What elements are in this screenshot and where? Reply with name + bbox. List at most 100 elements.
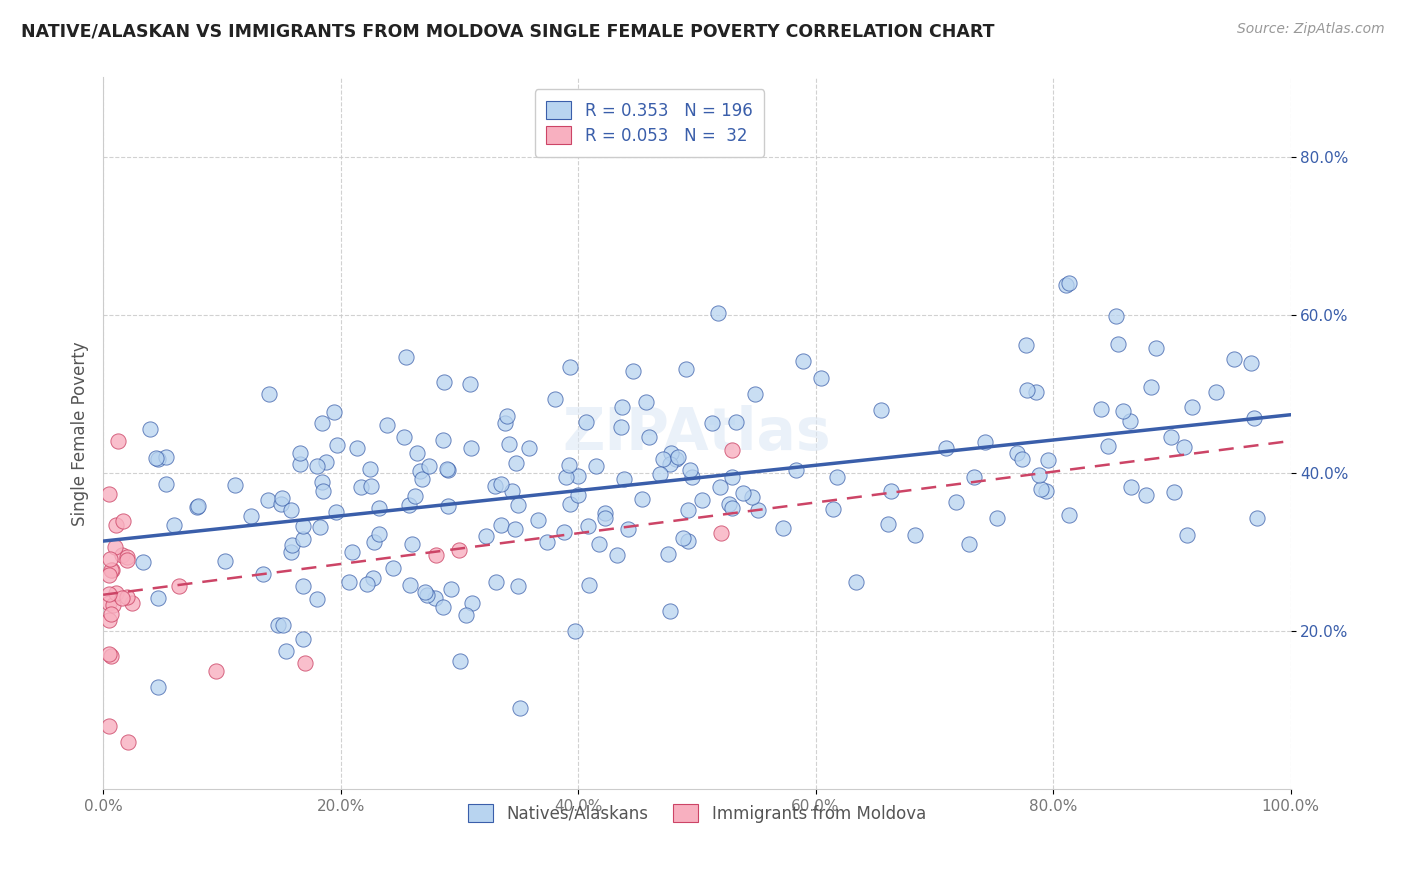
Point — [418, 458, 440, 473]
Point — [449, 654, 471, 668]
Point — [309, 520, 332, 534]
Point — [392, 430, 415, 444]
Point — [498, 437, 520, 451]
Point — [1090, 402, 1112, 417]
Point — [675, 361, 697, 376]
Point — [239, 509, 262, 524]
Point — [1025, 385, 1047, 400]
Point — [501, 484, 523, 499]
Point — [825, 470, 848, 484]
Point — [1135, 488, 1157, 502]
Point — [98, 486, 121, 500]
Point — [709, 480, 731, 494]
Text: NATIVE/ALASKAN VS IMMIGRANTS FROM MOLDOVA SINGLE FEMALE POVERTY CORRELATION CHAR: NATIVE/ALASKAN VS IMMIGRANTS FROM MOLDOV… — [21, 22, 994, 40]
Point — [1054, 278, 1077, 293]
Point — [115, 553, 138, 567]
Point — [187, 499, 209, 513]
Point — [702, 417, 724, 431]
Point — [98, 552, 121, 566]
Point — [690, 492, 713, 507]
Point — [98, 596, 121, 610]
Point — [271, 618, 294, 632]
Point — [678, 503, 700, 517]
Point — [117, 735, 139, 749]
Point — [425, 591, 447, 606]
Point — [876, 516, 898, 531]
Point — [395, 350, 418, 364]
Point — [1243, 410, 1265, 425]
Point — [1097, 439, 1119, 453]
Point — [509, 701, 531, 715]
Point — [1240, 356, 1263, 370]
Point — [291, 632, 314, 646]
Point — [436, 461, 458, 475]
Point — [98, 568, 121, 582]
Point — [139, 421, 162, 435]
Point — [132, 555, 155, 569]
Point — [845, 574, 868, 589]
Point — [115, 549, 138, 564]
Point — [536, 534, 558, 549]
Point — [356, 577, 378, 591]
Point — [1105, 309, 1128, 323]
Point — [145, 450, 167, 465]
Point — [257, 492, 280, 507]
Point — [146, 591, 169, 606]
Point — [214, 554, 236, 568]
Point — [610, 401, 633, 415]
Point — [460, 596, 482, 610]
Point — [945, 494, 967, 508]
Point — [1038, 453, 1060, 467]
Point — [259, 387, 281, 401]
Point — [721, 470, 744, 484]
Point — [1173, 440, 1195, 454]
Point — [100, 563, 122, 577]
Point — [163, 518, 186, 533]
Point — [100, 649, 122, 664]
Point — [205, 664, 228, 678]
Point — [517, 441, 540, 455]
Point — [880, 484, 903, 499]
Point — [100, 607, 122, 622]
Point — [103, 598, 125, 612]
Point — [567, 468, 589, 483]
Point — [1029, 482, 1052, 496]
Point — [986, 511, 1008, 525]
Point — [489, 477, 512, 491]
Point — [111, 549, 134, 563]
Point — [288, 446, 311, 460]
Point — [270, 497, 292, 511]
Point — [959, 536, 981, 550]
Point — [1057, 276, 1080, 290]
Point — [637, 429, 659, 443]
Point — [678, 463, 700, 477]
Point — [1181, 400, 1204, 414]
Point — [527, 513, 550, 527]
Point — [474, 528, 496, 542]
Point — [1035, 483, 1057, 498]
Point — [553, 524, 575, 539]
Point — [340, 545, 363, 559]
Point — [121, 596, 143, 610]
Point — [733, 485, 755, 500]
Point — [484, 479, 506, 493]
Point — [578, 577, 600, 591]
Point — [440, 582, 463, 597]
Point — [617, 522, 640, 536]
Point — [508, 579, 530, 593]
Point — [367, 501, 389, 516]
Point — [610, 420, 633, 434]
Point — [1175, 528, 1198, 542]
Point — [436, 463, 458, 477]
Point — [576, 519, 599, 533]
Point — [595, 511, 617, 525]
Point — [823, 502, 845, 516]
Point — [659, 445, 682, 459]
Point — [186, 500, 208, 514]
Point — [717, 498, 740, 512]
Point — [904, 528, 927, 542]
Point — [543, 392, 565, 406]
Point — [280, 545, 302, 559]
Point — [1144, 341, 1167, 355]
Point — [1246, 510, 1268, 524]
